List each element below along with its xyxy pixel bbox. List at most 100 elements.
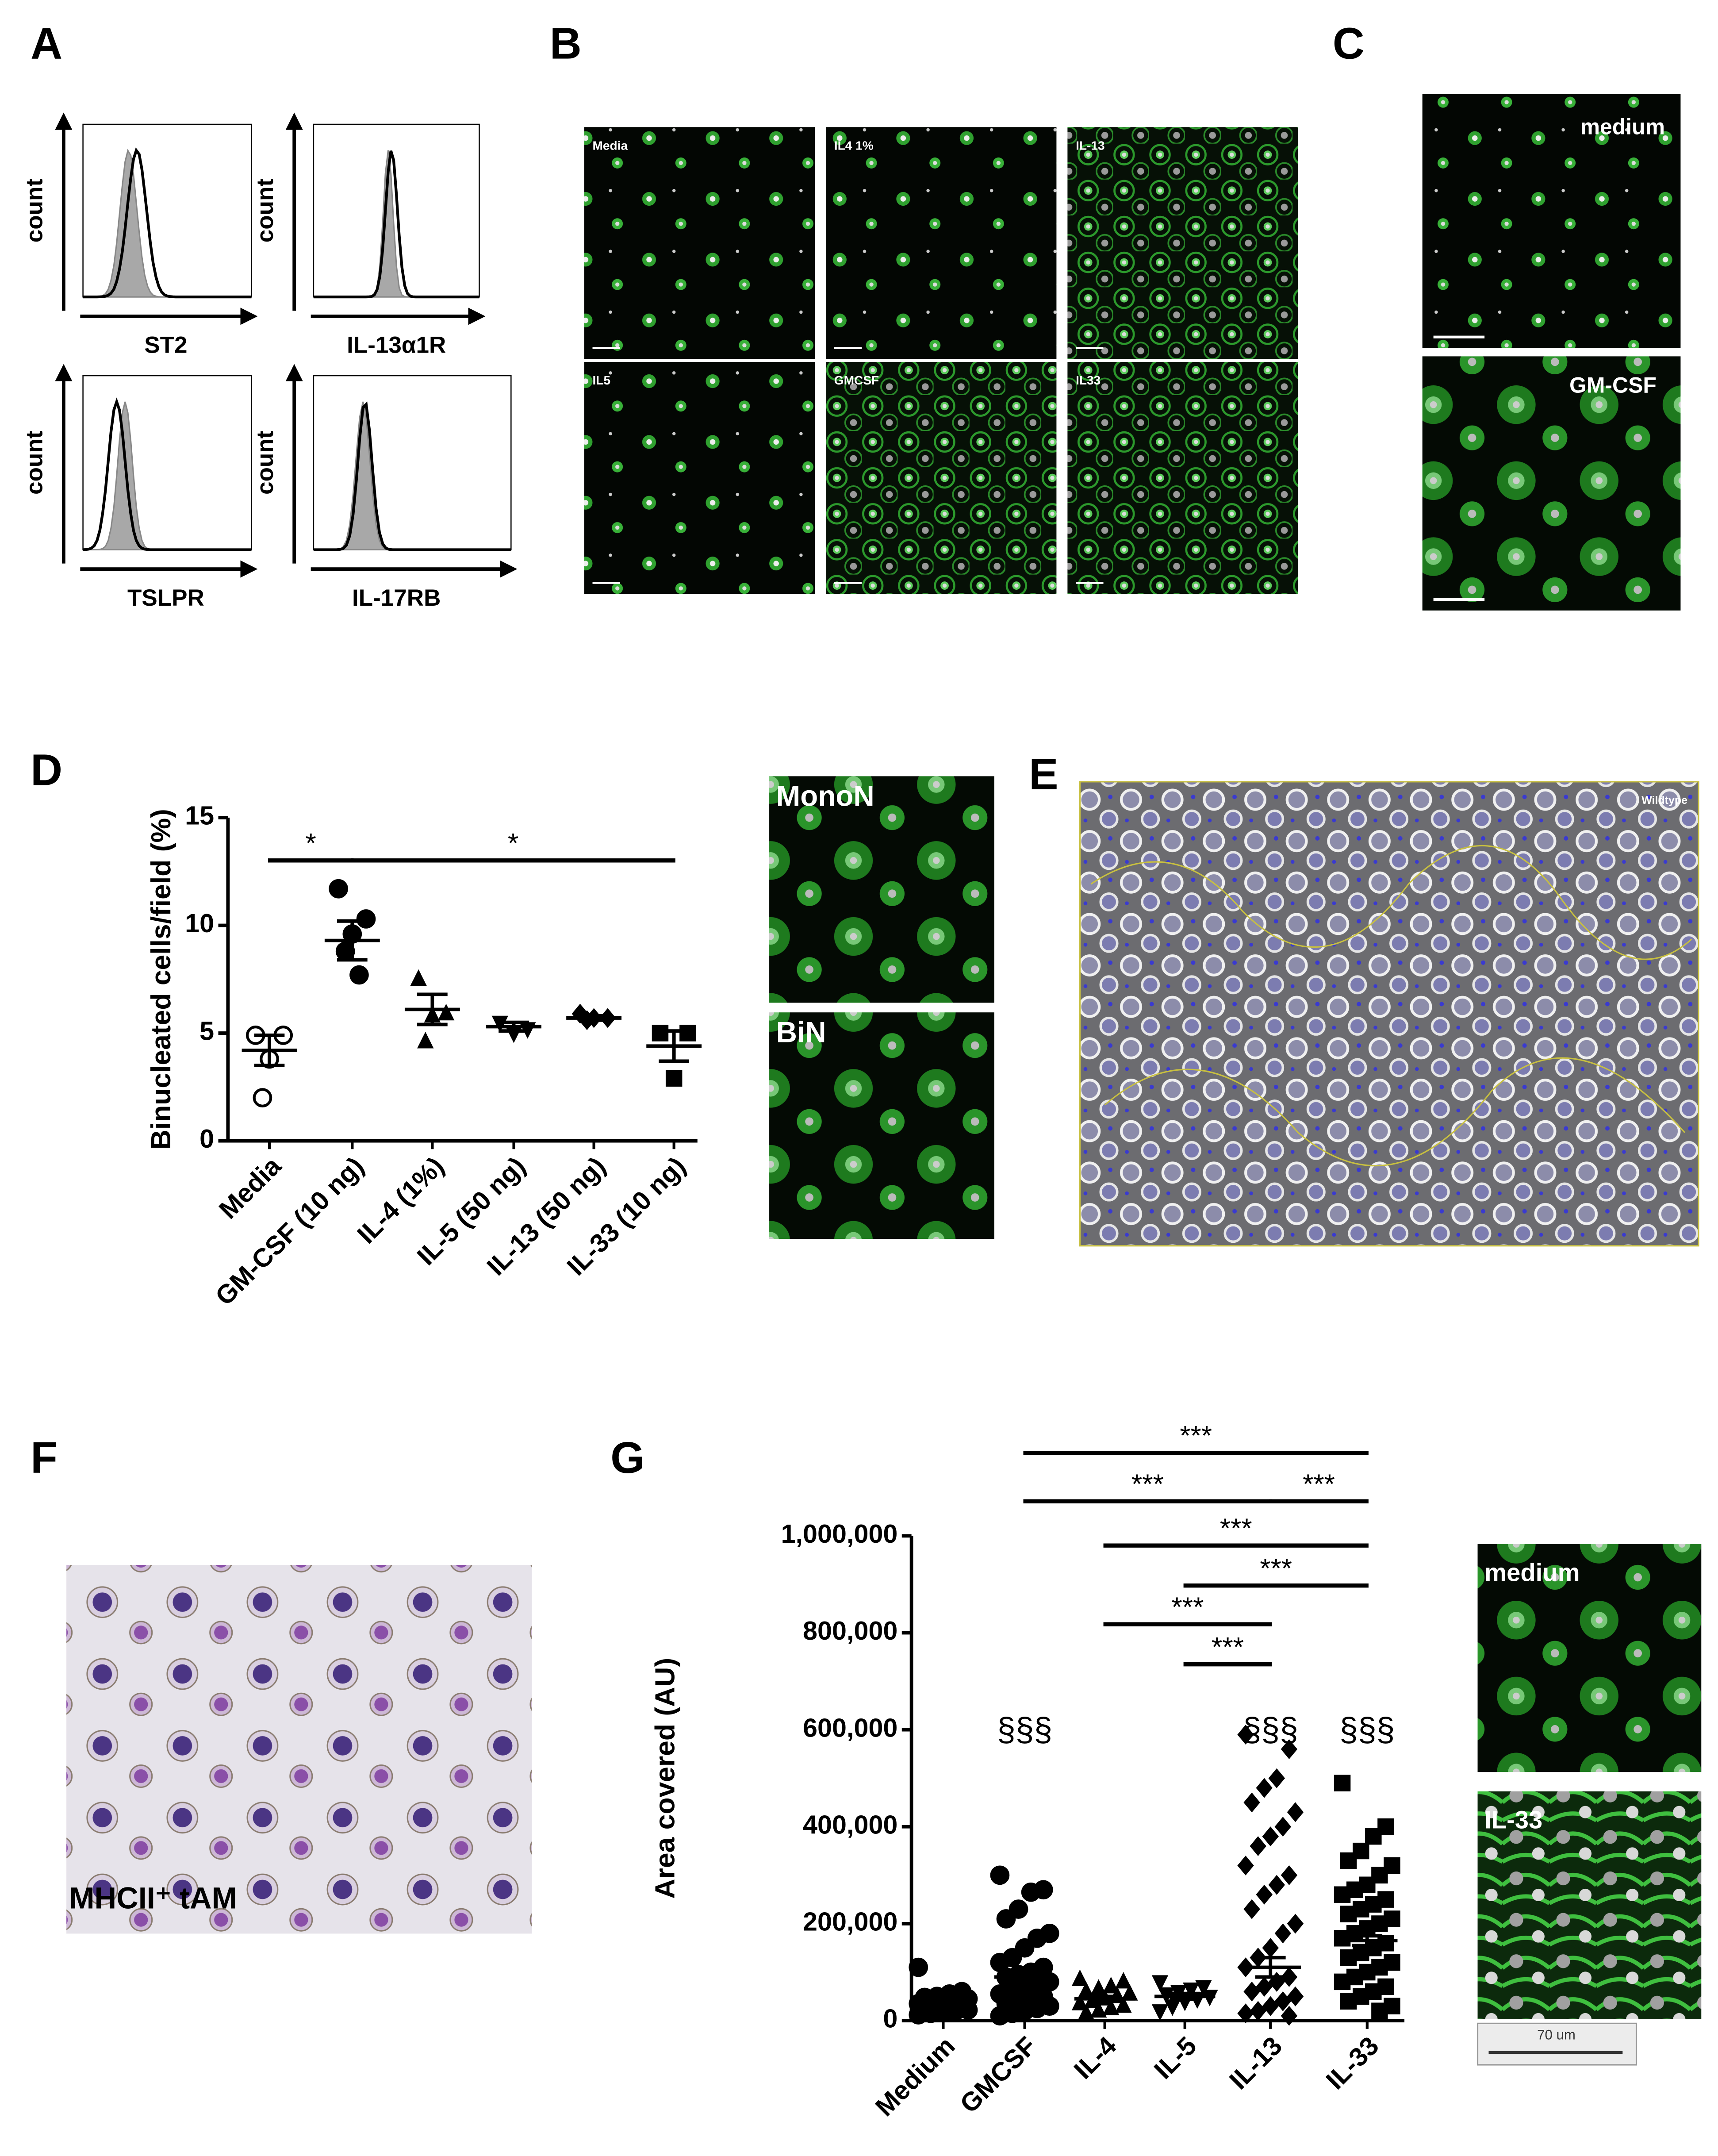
data-point: [1250, 1836, 1266, 1856]
micrograph: [1067, 127, 1298, 359]
y-label: count: [252, 179, 278, 243]
histogram-sample: [83, 397, 252, 551]
data-point: [1359, 1964, 1376, 1981]
x-label: IL-13α1R: [347, 332, 446, 358]
y-label: count: [252, 430, 278, 495]
error-bar: [1255, 1956, 1286, 1979]
significance-label: *: [306, 828, 316, 859]
micrograph: [826, 361, 1057, 594]
x-tick-label: IL-33: [1320, 2031, 1384, 2095]
histogram-sample: [313, 401, 511, 551]
y-tick-label: 200,000: [803, 1907, 897, 1937]
micrograph: [1080, 781, 1699, 1246]
histogram-sample: [83, 147, 252, 299]
image-label: medium: [1580, 115, 1665, 139]
data-point: [1021, 1882, 1041, 1902]
error-bar: [1170, 1991, 1200, 2001]
y-tick-label: 600,000: [803, 1713, 897, 1742]
x-tick-label: IL-13: [1223, 2031, 1288, 2095]
y-tick-label: 5: [199, 1016, 214, 1046]
data-point: [1346, 1968, 1363, 1986]
significance-label: ***: [1220, 1513, 1252, 1544]
data-point: [356, 909, 376, 929]
y-label: count: [21, 430, 47, 495]
panel-letter: G: [610, 1433, 645, 1483]
histogram-sample: [313, 150, 479, 299]
micrograph: [584, 127, 815, 359]
data-point: [1274, 1923, 1292, 1944]
x-tick-label: GMCSF: [954, 2031, 1042, 2119]
data-point: [1359, 1876, 1376, 1893]
image-frame: [1079, 781, 1699, 1247]
data-point: [1090, 1979, 1107, 1996]
data-point: [1243, 1792, 1260, 1813]
data-point: [1102, 1976, 1120, 1994]
micrograph: [769, 776, 994, 1003]
data-point: [1274, 1817, 1292, 1837]
data-point: [1346, 1881, 1363, 1898]
error-bar: [337, 919, 368, 962]
error-bar: [1089, 1995, 1120, 2003]
significance-label: ***: [1303, 1468, 1335, 1499]
data-point: [1268, 1972, 1285, 1992]
data-point: [1334, 1775, 1351, 1791]
x-label: ST2: [144, 332, 187, 358]
error-bar: [659, 1029, 690, 1063]
data-point: [1115, 1972, 1132, 1989]
data-point: [1334, 1886, 1351, 1903]
error-bar: [254, 1034, 285, 1067]
y-tick-label: 10: [185, 908, 214, 938]
image-label: medium: [1484, 1559, 1580, 1587]
data-point: [1256, 1778, 1273, 1798]
error-bar: [928, 1997, 959, 2005]
image-label: IL-13: [1076, 138, 1105, 152]
image-label: MHCII⁺ tAM: [69, 1881, 237, 1915]
micrograph: [1422, 94, 1681, 348]
data-point: [909, 1957, 928, 1977]
panel-letter: C: [1333, 19, 1365, 69]
x-tick-label: IL-4: [1068, 2031, 1122, 2085]
annotation: §§§: [997, 1710, 1052, 1748]
data-point: [1151, 1975, 1169, 1992]
histogram-frame: [313, 375, 512, 550]
data-point: [1009, 1899, 1028, 1919]
significance-label: ***: [1180, 1420, 1212, 1451]
data-point: [1164, 1999, 1181, 2016]
data-point: [1268, 1875, 1285, 1895]
data-point: [1102, 1998, 1120, 2015]
micrograph: [1477, 1544, 1702, 1772]
data-point: [1281, 2006, 1298, 2026]
data-point: [1115, 1996, 1132, 2013]
panel-letter: B: [550, 19, 582, 69]
data-point: [1359, 1920, 1376, 1937]
y-label: Binucleated cells/field (%): [146, 809, 176, 1149]
panel-letter: E: [1029, 750, 1058, 799]
error-bar: [499, 1020, 529, 1033]
data-point: [1287, 1914, 1304, 1934]
scale-box: [1476, 2022, 1637, 2066]
data-point: [1237, 2003, 1254, 2024]
data-point: [1237, 1725, 1254, 1745]
data-point: [990, 2006, 1010, 2025]
data-point: [1071, 1994, 1089, 2010]
data-point: [329, 879, 348, 899]
data-point: [417, 1032, 434, 1049]
y-label: Area covered (AU): [650, 1658, 681, 1899]
x-label: IL-17RB: [352, 585, 441, 611]
x-tick-label: GM-CSF (10 ng): [210, 1151, 370, 1311]
data-point: [1384, 1954, 1400, 1971]
micrograph: [66, 1564, 532, 1934]
data-point: [1281, 1739, 1298, 1759]
data-point: [1365, 1828, 1382, 1845]
data-point: [1334, 1973, 1351, 1991]
x-tick-label: Media: [213, 1151, 287, 1225]
data-point: [1262, 1996, 1279, 2016]
data-point: [1371, 2002, 1388, 2019]
data-point: [996, 1909, 1016, 1929]
data-point: [1262, 1826, 1279, 1847]
data-point: [1151, 2004, 1169, 2021]
outline: [1090, 845, 1692, 1167]
significance-label: ***: [1260, 1553, 1292, 1584]
significance-label: *: [508, 828, 518, 859]
y-tick-label: 1,000,000: [781, 1519, 898, 1549]
